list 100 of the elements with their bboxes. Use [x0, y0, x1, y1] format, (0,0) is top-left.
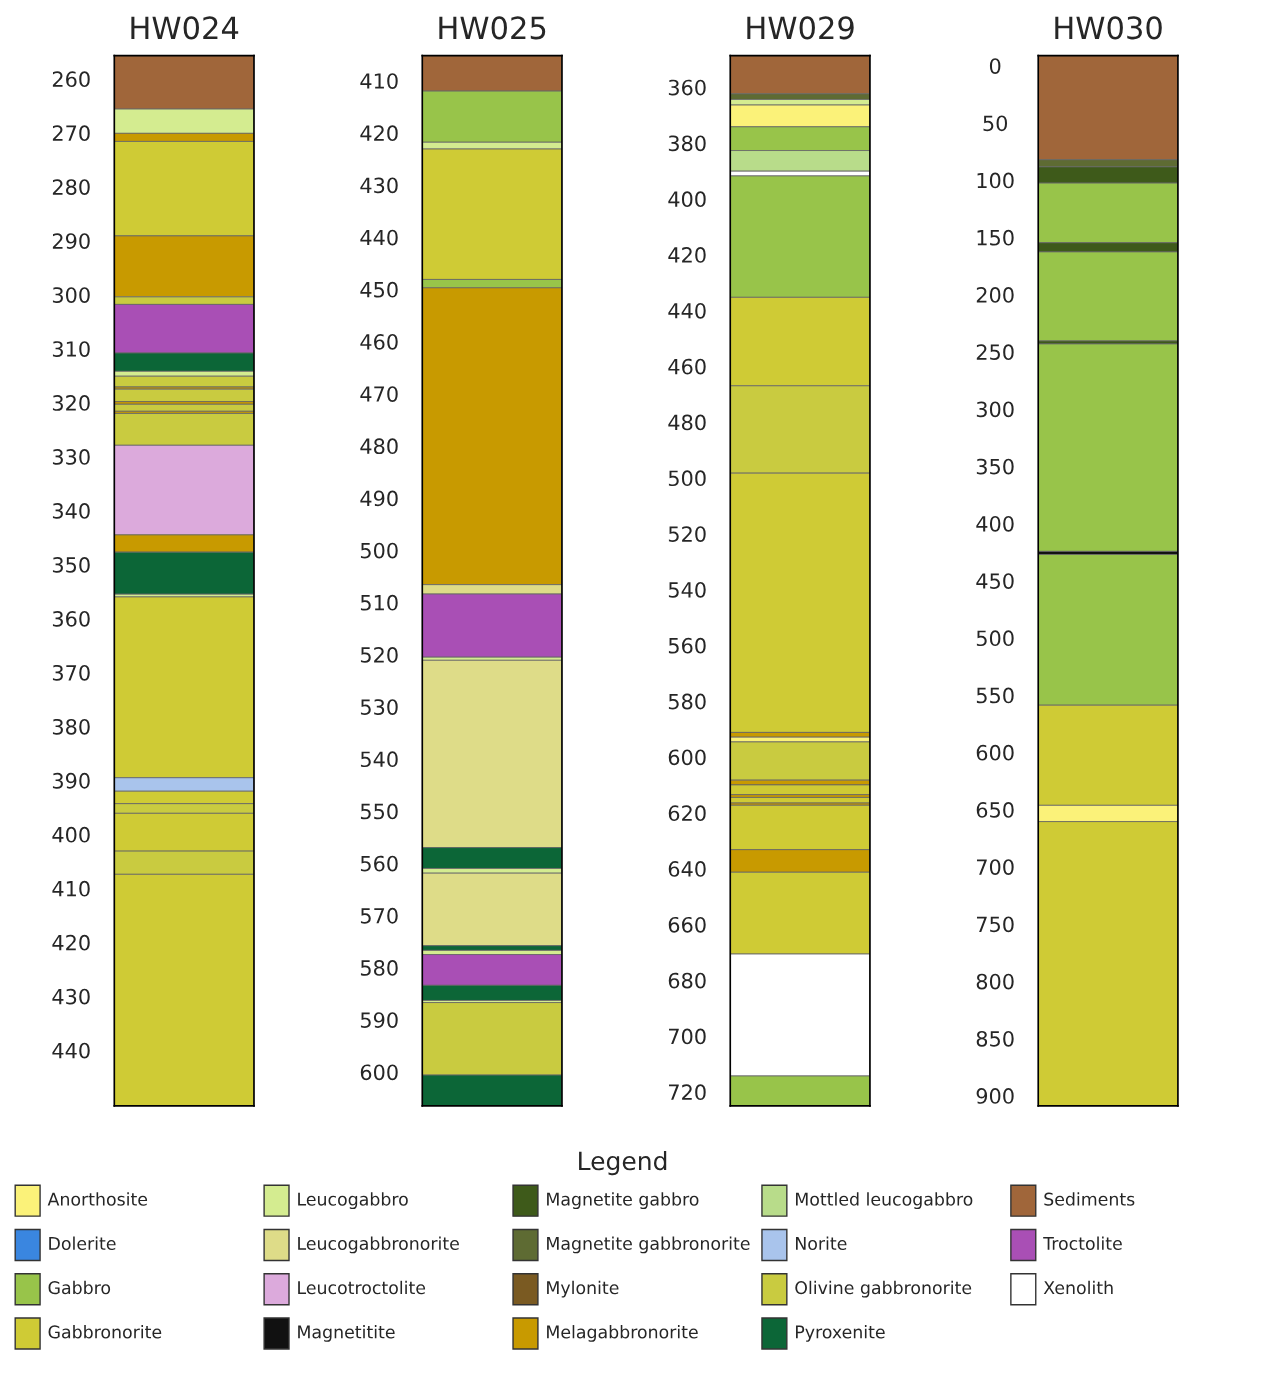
y-tick-label: 300 [52, 287, 90, 303]
category-label: Sediments [1044, 1192, 1135, 1206]
bar [730, 741, 870, 781]
category-label: Mottled leucogabbro [796, 1192, 973, 1210]
y-tick-label: 300 [976, 401, 1014, 418]
y-tick-label: 400 [976, 515, 1014, 532]
y-tick-label: 620 [668, 805, 706, 822]
y-tick-label: 360 [52, 610, 90, 627]
y-tick-label: 480 [668, 414, 706, 431]
y-tick-label: 270 [52, 125, 90, 142]
y-tick-label: 410 [52, 880, 90, 897]
y-tick-label: 490 [360, 490, 398, 507]
y-tick-label: 460 [668, 358, 706, 375]
y-tick-label: 440 [360, 229, 398, 246]
y-tick-label: 520 [668, 526, 706, 542]
y-tick-label: 540 [668, 581, 706, 598]
bar [114, 388, 254, 402]
y-tick-label: 100 [977, 172, 1014, 189]
category-label: Magnetitite [298, 1325, 395, 1342]
y-tick-label: 350 [52, 557, 90, 573]
category-label: Melagabbronorite [547, 1325, 698, 1342]
y-tick-label: 560 [668, 637, 706, 654]
y-tick-label: 700 [669, 1028, 706, 1045]
y-tick-label: 430 [52, 988, 90, 1005]
y-tick-label: 640 [668, 861, 706, 877]
y-tick-label: 580 [668, 693, 706, 710]
category-label: Dolerite [49, 1236, 116, 1250]
y-tick-label: 650 [976, 802, 1014, 818]
y-tick-label: 0 [989, 58, 1001, 74]
y-tick-label: 500 [360, 542, 398, 559]
category-label: Leucotroctolite [298, 1280, 426, 1295]
y-tick-label: 680 [668, 972, 706, 989]
y-tick-label: 420 [360, 125, 398, 142]
y-tick-label: 390 [52, 772, 90, 789]
y-tick-label: 550 [360, 803, 398, 820]
y-tick-label: 500 [976, 630, 1014, 647]
category-label: Troctolite [1043, 1236, 1122, 1250]
category-label: Xenolith [1043, 1280, 1113, 1295]
y-tick-label: 330 [52, 449, 90, 465]
y-tick-label: 340 [52, 503, 90, 519]
y-tick-label: 800 [976, 973, 1014, 990]
y-tick-label: 600 [976, 744, 1014, 761]
chart-title: HW029 [747, 16, 854, 40]
y-tick-label: 450 [360, 281, 398, 298]
category-label: Norite [796, 1236, 847, 1250]
y-tick-label: 430 [360, 177, 398, 194]
y-tick-label: 380 [52, 718, 90, 735]
y-tick-label: 320 [52, 395, 90, 411]
category-label: Gabbronorite [48, 1325, 162, 1339]
y-tick-label: 750 [977, 916, 1014, 933]
y-tick-label: 550 [976, 687, 1014, 704]
y-tick-label: 440 [52, 1042, 90, 1059]
y-tick-label: 900 [976, 1088, 1014, 1104]
category-label: Magnetite gabbronorite [547, 1236, 750, 1254]
chart-title: HW024 [131, 16, 239, 40]
category-label: Magnetite gabbro [547, 1192, 699, 1210]
y-tick-label: 50 [983, 115, 1008, 132]
text: Legend [579, 1150, 667, 1176]
y-tick-label: 700 [977, 859, 1014, 875]
y-tick-label: 440 [668, 302, 706, 319]
category-label: Gabbro [48, 1280, 111, 1295]
y-tick-label: 400 [52, 826, 90, 843]
y-tick-label: 260 [52, 71, 90, 88]
y-tick-label: 200 [976, 287, 1014, 303]
y-tick-label: 450 [976, 573, 1014, 589]
bar [1038, 343, 1178, 552]
category-label: Mylonite [547, 1280, 619, 1298]
y-tick-label: 850 [976, 1030, 1014, 1047]
y-tick-label: 660 [668, 916, 706, 933]
y-tick-label: 410 [360, 73, 398, 89]
y-tick-label: 360 [668, 79, 706, 96]
y-tick-label: 150 [977, 229, 1014, 246]
y-tick-label: 420 [52, 934, 90, 951]
category-label: Leucogabbronorite [298, 1236, 459, 1254]
bar [730, 784, 870, 796]
category-label: Anorthosite [47, 1192, 148, 1206]
y-tick-label: 570 [360, 907, 398, 924]
bar [422, 872, 562, 947]
y-tick-label: 600 [668, 749, 706, 766]
y-tick-label: 280 [52, 179, 90, 195]
y-tick-label: 380 [668, 135, 706, 152]
y-tick-label: 250 [976, 344, 1014, 361]
category-label: Pyroxenite [796, 1325, 885, 1342]
category-label: Leucogabbro [298, 1192, 408, 1210]
y-tick-label: 580 [360, 960, 398, 976]
y-tick-label: 370 [52, 664, 90, 681]
y-tick-label: 470 [360, 386, 398, 402]
y-tick-label: 530 [360, 699, 398, 715]
y-tick-label: 560 [360, 855, 398, 872]
chart-title: HW030 [1055, 16, 1162, 40]
y-tick-label: 460 [360, 333, 398, 350]
y-tick-label: 310 [52, 341, 90, 357]
y-tick-label: 420 [668, 247, 706, 263]
y-tick-label: 540 [360, 751, 398, 768]
y-tick-label: 510 [360, 594, 398, 611]
y-tick-label: 290 [52, 233, 90, 249]
y-tick-label: 520 [360, 647, 398, 663]
y-tick-label: 480 [360, 438, 398, 455]
y-tick-label: 500 [668, 470, 706, 487]
y-tick-label: 400 [668, 191, 706, 208]
